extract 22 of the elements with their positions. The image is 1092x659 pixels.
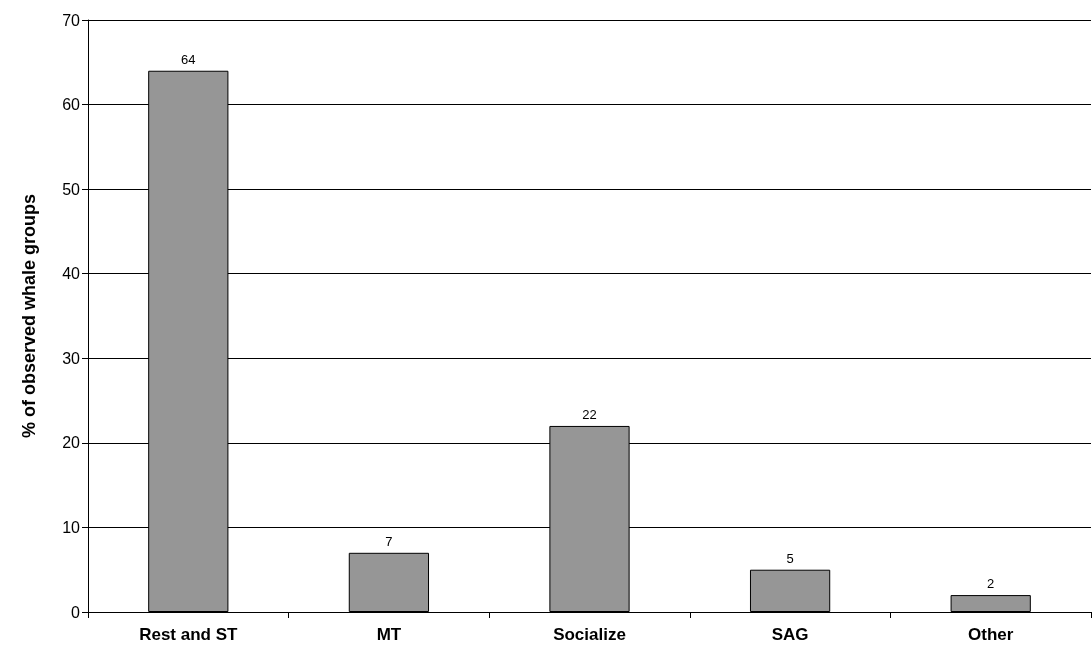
x-tick-label: Socialize bbox=[553, 625, 626, 644]
y-tick-label: 40 bbox=[62, 265, 81, 283]
data-label: 64 bbox=[181, 51, 196, 67]
bar bbox=[950, 595, 1031, 612]
data-label: 7 bbox=[385, 533, 393, 549]
y-axis-title: % of observed whale groups bbox=[19, 193, 39, 439]
data-label: 5 bbox=[786, 550, 794, 566]
y-tick-label: 70 bbox=[62, 11, 81, 29]
y-tick-label: 20 bbox=[62, 434, 81, 452]
y-tick-label: 0 bbox=[71, 603, 81, 621]
x-tick-label: Rest and ST bbox=[139, 625, 239, 644]
bar bbox=[749, 569, 831, 612]
x-tick-label: MT bbox=[376, 625, 402, 644]
y-tick-label: 60 bbox=[62, 96, 81, 114]
y-tick-label: 30 bbox=[62, 349, 81, 367]
x-tick-label: SAG bbox=[771, 625, 809, 644]
data-label: 22 bbox=[582, 406, 597, 422]
bar bbox=[348, 552, 430, 612]
y-tick-label: 10 bbox=[62, 518, 81, 536]
y-tick-label: 50 bbox=[62, 180, 81, 198]
data-label: 2 bbox=[987, 576, 995, 592]
x-tick-label: Other bbox=[968, 625, 1014, 644]
